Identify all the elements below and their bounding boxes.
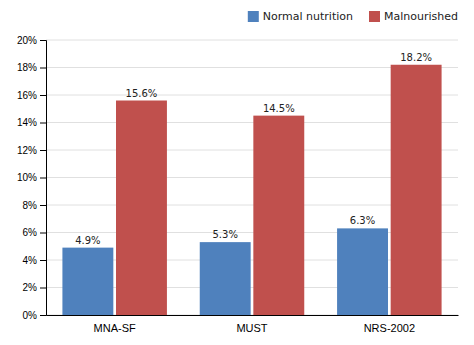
legend-swatch bbox=[248, 11, 259, 22]
data-label: 14.5% bbox=[263, 103, 295, 114]
tick-mark bbox=[40, 150, 46, 151]
data-label: 18.2% bbox=[400, 52, 432, 63]
bar bbox=[337, 228, 388, 315]
tick: 10% bbox=[17, 172, 46, 183]
tick: 12% bbox=[17, 145, 46, 156]
tick: 2% bbox=[23, 282, 46, 293]
tick-label: 2% bbox=[23, 282, 38, 293]
tick: 18% bbox=[17, 62, 46, 73]
legend-label: Malnourished bbox=[384, 10, 458, 23]
bar bbox=[253, 116, 304, 315]
tick-mark bbox=[40, 233, 46, 234]
legend: Normal nutrition Malnourished bbox=[248, 10, 458, 23]
bar bbox=[62, 248, 113, 315]
data-labels: 4.9% 5.3% 6.3% 15.6% 14.5% 18.2% bbox=[75, 52, 432, 246]
legend-item: Normal nutrition bbox=[248, 10, 353, 23]
data-label: 15.6% bbox=[126, 88, 158, 99]
axis-domain bbox=[47, 315, 459, 316]
tick-label: MUST bbox=[236, 322, 267, 334]
tick-mark bbox=[40, 315, 46, 316]
chart: 0% 2% 4% 6% 8% 10% 12% 14% 16% 18% 20% MNA-SF MUST NR… bbox=[0, 0, 474, 345]
tick: MUST bbox=[236, 322, 267, 334]
tick-label: 18% bbox=[17, 62, 37, 73]
tick-mark bbox=[40, 123, 46, 124]
tick-label: 0% bbox=[23, 310, 38, 321]
legend-item: Malnourished bbox=[369, 10, 458, 23]
axis-domain bbox=[40, 41, 47, 316]
plot: 0% 2% 4% 6% 8% 10% 12% 14% 16% 18% 20% MNA-SF MUST NR… bbox=[17, 35, 459, 334]
tick-label: 10% bbox=[17, 172, 37, 183]
legend-swatch bbox=[369, 11, 380, 22]
tick-label: 4% bbox=[23, 255, 38, 266]
tick: 4% bbox=[23, 255, 46, 266]
tick-mark bbox=[40, 178, 46, 179]
tick-mark bbox=[40, 68, 46, 69]
bar bbox=[200, 242, 251, 315]
tick-label: 14% bbox=[17, 117, 37, 128]
data-label: 5.3% bbox=[213, 229, 238, 240]
grid-line bbox=[46, 40, 458, 41]
tick: 8% bbox=[23, 200, 46, 211]
bars bbox=[62, 65, 441, 315]
tick: NRS-2002 bbox=[364, 322, 415, 334]
tick-mark bbox=[40, 288, 46, 289]
tick: 20% bbox=[17, 35, 46, 46]
data-label: 6.3% bbox=[350, 215, 375, 226]
bar bbox=[116, 101, 167, 316]
y-axis: 0% 2% 4% 6% 8% 10% 12% 14% 16% 18% 20% bbox=[17, 35, 47, 321]
tick: 6% bbox=[23, 227, 46, 238]
tick: 14% bbox=[17, 117, 46, 128]
tick-mark bbox=[40, 205, 46, 206]
tick-label: 6% bbox=[23, 227, 38, 238]
tick-label: 12% bbox=[17, 145, 37, 156]
legend-label: Normal nutrition bbox=[263, 10, 353, 23]
grid bbox=[46, 40, 458, 315]
tick-label: MNA-SF bbox=[94, 322, 136, 334]
tick-label: 20% bbox=[17, 35, 37, 46]
bar bbox=[391, 65, 442, 315]
tick-label: 8% bbox=[23, 200, 38, 211]
tick: 16% bbox=[17, 90, 46, 101]
x-axis: MNA-SF MUST NRS-2002 bbox=[47, 316, 459, 334]
tick-mark bbox=[40, 260, 46, 261]
tick-mark bbox=[40, 40, 46, 41]
tick-label: NRS-2002 bbox=[364, 322, 415, 334]
tick-label: 16% bbox=[17, 90, 37, 101]
data-label: 4.9% bbox=[75, 235, 100, 246]
tick: MNA-SF bbox=[94, 322, 136, 334]
tick-mark bbox=[40, 95, 46, 96]
tick: 0% bbox=[23, 310, 46, 321]
